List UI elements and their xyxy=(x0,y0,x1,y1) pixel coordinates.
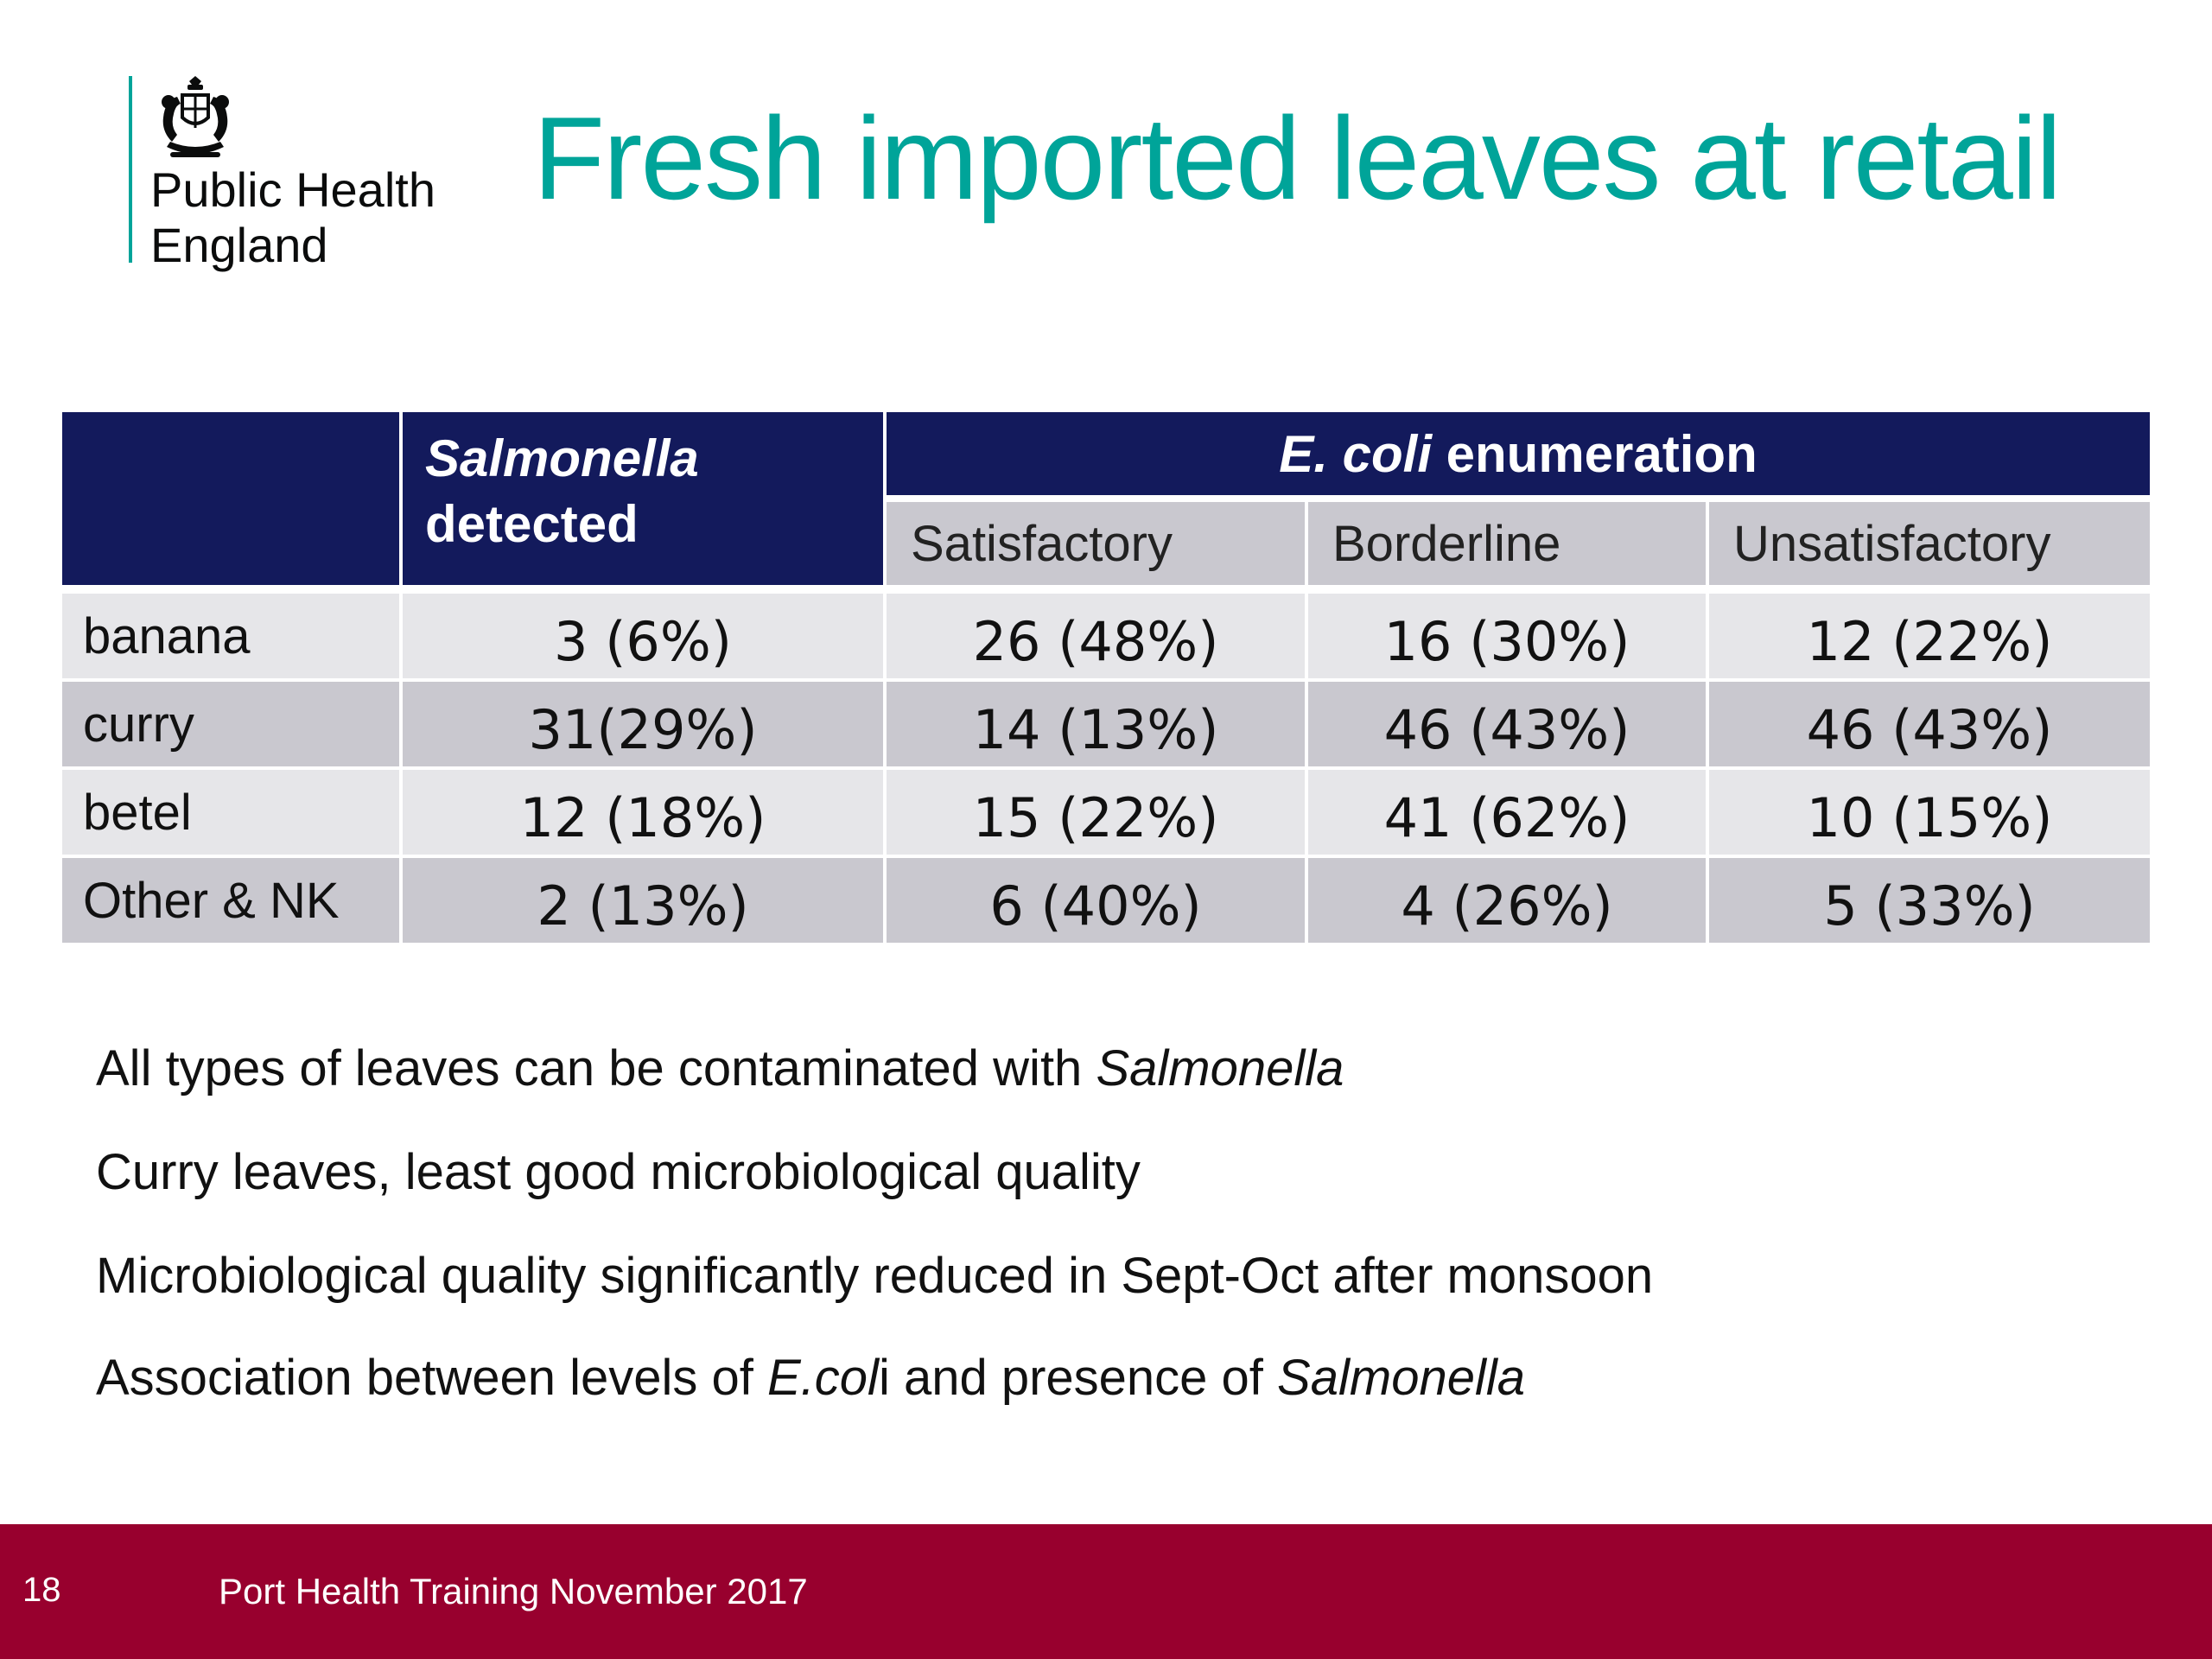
header-ecoli-rest: enumeration xyxy=(1431,424,1758,483)
footer-text: Port Health Training November 2017 xyxy=(219,1571,808,1611)
results-table: Salmonella detected E. coli enumeration … xyxy=(62,412,2150,948)
header-empty-cell xyxy=(62,412,399,585)
subheader-satisfactory: Satisfactory xyxy=(887,502,1305,585)
subheader-unsatisfactory: Unsatisfactory xyxy=(1709,502,2150,585)
logo-wordmark: Public Health England xyxy=(150,162,435,273)
slide-title: Fresh imported leaves at retail xyxy=(533,92,2062,224)
cell-other-satisfactory: 6 (40%) xyxy=(887,858,1305,943)
cell-betel-salmonella: 12 (18%) xyxy=(403,770,883,855)
royal-crest-icon xyxy=(162,76,229,157)
page-number: 18 xyxy=(22,1571,61,1609)
header-ecoli-italic: E. coli xyxy=(1279,424,1432,483)
header-ecoli: E. coli enumeration xyxy=(887,412,2150,495)
phe-logo: Public Health England xyxy=(129,76,457,272)
cell-curry-salmonella: 31(29%) xyxy=(403,682,883,766)
cell-other-borderline: 4 (26%) xyxy=(1308,858,1706,943)
row-label-other: Other & NK xyxy=(62,858,399,943)
logo-line-1: Public Health xyxy=(150,162,435,217)
header-salmonella-italic: Salmonella xyxy=(425,429,699,487)
footer-bar: 18 Port Health Training November 2017 xyxy=(0,1524,2212,1659)
row-label-banana: banana xyxy=(62,594,399,678)
header-salmonella: Salmonella detected xyxy=(403,412,883,585)
finding-4-text-2: i and presence of xyxy=(878,1350,1278,1406)
cell-other-unsatisfactory: 5 (33%) xyxy=(1709,858,2150,943)
finding-1-text: All types of leaves can be contaminated … xyxy=(96,1040,1096,1096)
cell-betel-borderline: 41 (62%) xyxy=(1308,770,1706,855)
finding-4: Association between levels of E.coli and… xyxy=(96,1351,1525,1406)
finding-2: Curry leaves, least good microbiological… xyxy=(96,1144,1141,1200)
cell-other-salmonella: 2 (13%) xyxy=(403,858,883,943)
finding-4-italic-2: Salmonella xyxy=(1277,1350,1525,1406)
cell-banana-satisfactory: 26 (48%) xyxy=(887,594,1305,678)
header-salmonella-rest: detected xyxy=(425,495,639,553)
finding-1-italic: Salmonella xyxy=(1096,1040,1344,1096)
cell-betel-satisfactory: 15 (22%) xyxy=(887,770,1305,855)
cell-curry-unsatisfactory: 46 (43%) xyxy=(1709,682,2150,766)
finding-3: Microbiological quality significantly re… xyxy=(96,1248,1654,1304)
subheader-borderline: Borderline xyxy=(1308,502,1706,585)
cell-banana-unsatisfactory: 12 (22%) xyxy=(1709,594,2150,678)
cell-banana-borderline: 16 (30%) xyxy=(1308,594,1706,678)
cell-curry-satisfactory: 14 (13%) xyxy=(887,682,1305,766)
logo-accent-bar xyxy=(129,76,132,263)
finding-4-text-1: Association between levels of xyxy=(96,1350,767,1406)
finding-1: All types of leaves can be contaminated … xyxy=(96,1041,1344,1096)
cell-banana-salmonella: 3 (6%) xyxy=(403,594,883,678)
cell-curry-borderline: 46 (43%) xyxy=(1308,682,1706,766)
cell-betel-unsatisfactory: 10 (15%) xyxy=(1709,770,2150,855)
row-label-betel: betel xyxy=(62,770,399,855)
finding-4-italic-1: E.col xyxy=(767,1350,879,1406)
logo-line-2: England xyxy=(150,218,328,272)
row-label-curry: curry xyxy=(62,682,399,766)
